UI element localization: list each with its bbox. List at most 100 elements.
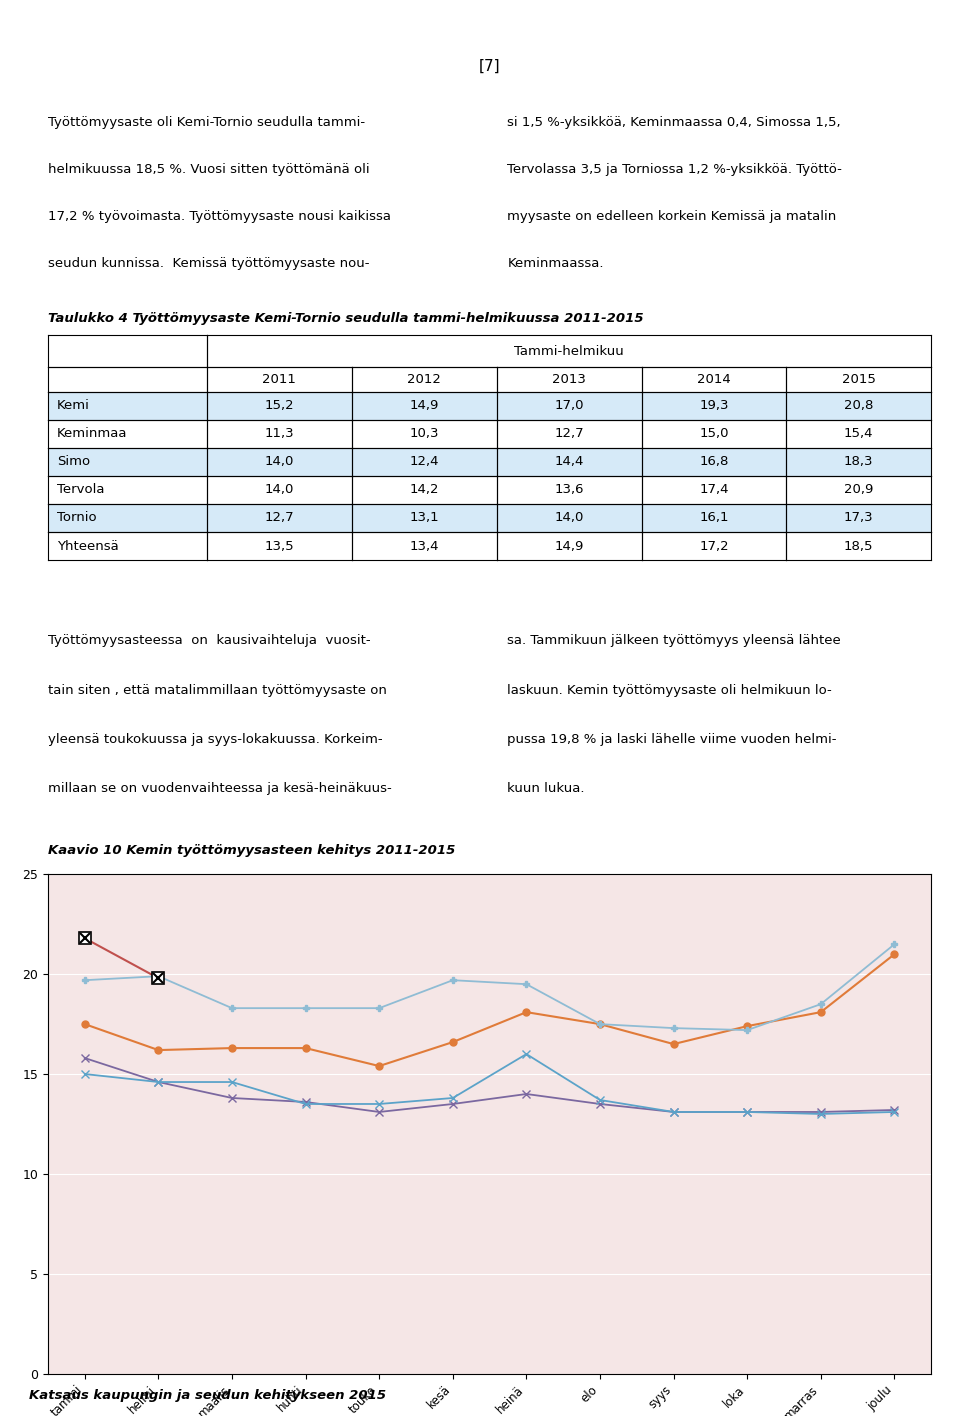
Text: Keminmaa: Keminmaa — [57, 428, 128, 440]
Text: 14,0: 14,0 — [265, 483, 294, 497]
Text: yleensä toukokuussa ja syys-lokakuussa. Korkeim-: yleensä toukokuussa ja syys-lokakuussa. … — [48, 732, 383, 746]
2012 — [153, 1073, 164, 1090]
Text: Työttömyysaste oli Kemi-Tornio seudulla tammi-: Työttömyysaste oli Kemi-Tornio seudulla … — [48, 116, 365, 129]
Text: 13,5: 13,5 — [265, 539, 294, 552]
Text: 14,0: 14,0 — [265, 456, 294, 469]
Text: 15,4: 15,4 — [844, 428, 874, 440]
Line: 2011: 2011 — [81, 1054, 899, 1116]
Text: Tammi-helmikuu: Tammi-helmikuu — [515, 344, 624, 358]
2012 — [594, 1092, 606, 1109]
FancyBboxPatch shape — [207, 447, 351, 476]
2012 — [889, 1103, 900, 1120]
Text: Tervolassa 3,5 ja Torniossa 1,2 %-yksikköä. Työttö-: Tervolassa 3,5 ja Torniossa 1,2 %-yksikk… — [507, 163, 842, 176]
Text: 16,8: 16,8 — [699, 456, 729, 469]
2013 — [594, 1015, 606, 1032]
Text: 14,0: 14,0 — [555, 511, 584, 524]
FancyBboxPatch shape — [496, 391, 641, 419]
FancyBboxPatch shape — [641, 447, 786, 476]
2012 — [373, 1096, 385, 1113]
2014 — [815, 995, 827, 1012]
Text: 17,4: 17,4 — [699, 483, 729, 497]
2013 — [79, 1015, 90, 1032]
Text: 12,7: 12,7 — [554, 428, 584, 440]
FancyBboxPatch shape — [351, 447, 496, 476]
Text: 15,0: 15,0 — [699, 428, 729, 440]
Text: seudun kunnissa.  Kemissä työttömyysaste nou-: seudun kunnissa. Kemissä työttömyysaste … — [48, 256, 370, 270]
Text: Tervola: Tervola — [57, 483, 105, 497]
Text: 15,2: 15,2 — [265, 399, 294, 412]
Text: Keminmaassa.: Keminmaassa. — [507, 256, 604, 270]
2011 — [373, 1103, 385, 1120]
2012 — [447, 1089, 459, 1106]
Text: Työttömyysasteessa  on  kausivaihteluja  vuosit-: Työttömyysasteessa on kausivaihteluja vu… — [48, 634, 371, 647]
2014 — [594, 1015, 606, 1032]
FancyBboxPatch shape — [786, 391, 931, 419]
Text: Simo: Simo — [57, 456, 90, 469]
Line: 2014: 2014 — [82, 940, 898, 1034]
2013 — [520, 1004, 532, 1021]
2013 — [447, 1034, 459, 1051]
2014 — [668, 1020, 680, 1037]
2013 — [889, 946, 900, 963]
Text: 13,1: 13,1 — [409, 511, 439, 524]
Text: 10,3: 10,3 — [410, 428, 439, 440]
2014 — [741, 1021, 753, 1038]
Text: 20,8: 20,8 — [844, 399, 874, 412]
Text: 17,0: 17,0 — [554, 399, 584, 412]
FancyBboxPatch shape — [207, 504, 351, 532]
FancyBboxPatch shape — [207, 391, 351, 419]
2012 — [300, 1096, 311, 1113]
Text: 20,9: 20,9 — [844, 483, 874, 497]
2011 — [227, 1089, 238, 1106]
2014 — [447, 971, 459, 988]
Text: 13,6: 13,6 — [554, 483, 584, 497]
Text: Kemi: Kemi — [57, 399, 89, 412]
Text: 2014: 2014 — [697, 372, 731, 385]
Text: Yhteensä: Yhteensä — [57, 539, 119, 552]
Text: laskuun. Kemin työttömyysaste oli helmikuun lo-: laskuun. Kemin työttömyysaste oli helmik… — [507, 684, 832, 697]
Text: helmikuussa 18,5 %. Vuosi sitten työttömänä oli: helmikuussa 18,5 %. Vuosi sitten työttöm… — [48, 163, 370, 176]
FancyBboxPatch shape — [786, 504, 931, 532]
Text: Kaavio 10 Kemin työttömyysasteen kehitys 2011-2015: Kaavio 10 Kemin työttömyysasteen kehitys… — [48, 844, 455, 857]
Line: 2015: 2015 — [84, 939, 158, 978]
2013 — [227, 1039, 238, 1056]
Text: 13,4: 13,4 — [410, 539, 439, 552]
Text: millaan se on vuodenvaihteessa ja kesä-heinäkuus-: millaan se on vuodenvaihteessa ja kesä-h… — [48, 782, 392, 794]
2015 — [79, 930, 90, 947]
2014 — [227, 1000, 238, 1017]
Text: 2011: 2011 — [262, 372, 297, 385]
Text: 18,3: 18,3 — [844, 456, 874, 469]
2011 — [447, 1096, 459, 1113]
2012 — [815, 1106, 827, 1123]
2014 — [300, 1000, 311, 1017]
Text: 12,4: 12,4 — [410, 456, 439, 469]
FancyBboxPatch shape — [48, 504, 207, 532]
Text: 17,2: 17,2 — [699, 539, 729, 552]
2011 — [668, 1103, 680, 1120]
Text: pussa 19,8 % ja laski lähelle viime vuoden helmi-: pussa 19,8 % ja laski lähelle viime vuod… — [507, 732, 837, 746]
2011 — [594, 1096, 606, 1113]
Line: 2013: 2013 — [82, 950, 898, 1069]
Text: 18,5: 18,5 — [844, 539, 874, 552]
FancyBboxPatch shape — [351, 391, 496, 419]
Text: 19,3: 19,3 — [699, 399, 729, 412]
Text: sa. Tammikuun jälkeen työttömyys yleensä lähtee: sa. Tammikuun jälkeen työttömyys yleensä… — [507, 634, 841, 647]
Text: kuun lukua.: kuun lukua. — [507, 782, 585, 794]
Text: tain siten , että matalimmillaan työttömyysaste on: tain siten , että matalimmillaan työttöm… — [48, 684, 387, 697]
Text: 17,3: 17,3 — [844, 511, 874, 524]
2014 — [520, 976, 532, 993]
FancyBboxPatch shape — [641, 391, 786, 419]
2014 — [373, 1000, 385, 1017]
2012 — [520, 1045, 532, 1062]
FancyBboxPatch shape — [641, 504, 786, 532]
2013 — [668, 1035, 680, 1052]
2011 — [153, 1073, 164, 1090]
2014 — [153, 967, 164, 984]
2011 — [520, 1086, 532, 1103]
Line: 2012: 2012 — [81, 1049, 899, 1119]
Text: 14,4: 14,4 — [555, 456, 584, 469]
2013 — [741, 1018, 753, 1035]
2013 — [153, 1042, 164, 1059]
Text: si 1,5 %-yksikköä, Keminmaassa 0,4, Simossa 1,5,: si 1,5 %-yksikköä, Keminmaassa 0,4, Simo… — [507, 116, 841, 129]
2011 — [815, 1103, 827, 1120]
